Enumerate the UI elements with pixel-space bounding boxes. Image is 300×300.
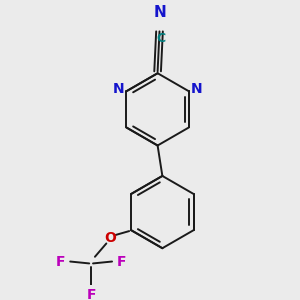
Text: O: O [104, 231, 116, 245]
Text: F: F [56, 254, 65, 268]
Text: F: F [86, 288, 96, 300]
Text: N: N [191, 82, 202, 96]
Text: N: N [113, 82, 124, 96]
Text: F: F [117, 254, 126, 268]
Text: C: C [157, 32, 166, 46]
Text: N: N [153, 5, 166, 20]
